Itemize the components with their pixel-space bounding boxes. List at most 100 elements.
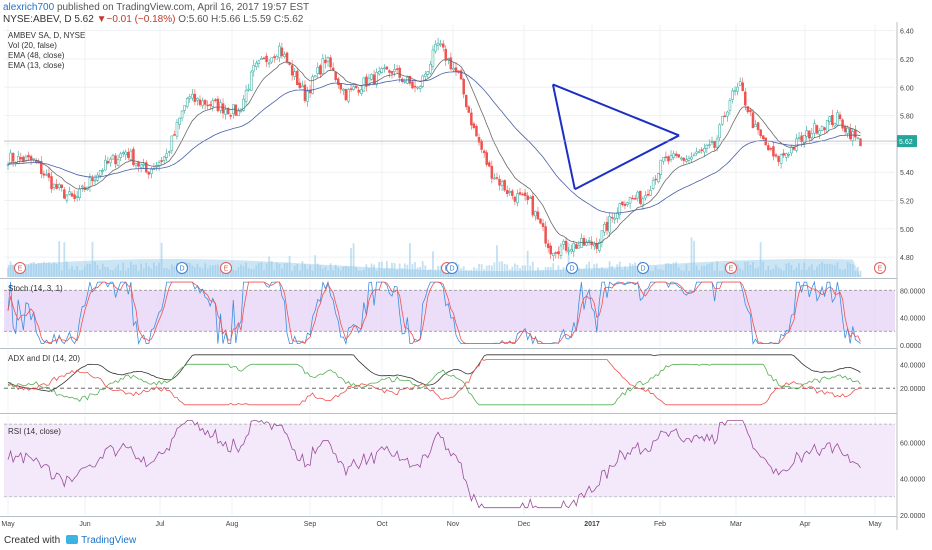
candle-body [188, 96, 192, 99]
candle-body [557, 251, 560, 255]
ema48-line [7, 71, 861, 214]
candle-body [444, 48, 448, 61]
volume-bar [662, 269, 665, 277]
volume-bar [357, 270, 360, 277]
volume-bar [170, 264, 173, 277]
grid-lines [4, 25, 895, 515]
candle-body [498, 178, 501, 186]
chart-header: alexrich700 published on TradingView.com… [3, 2, 309, 26]
volume-bar [188, 262, 191, 277]
volume-bar [836, 262, 839, 277]
di-plus-line [7, 363, 861, 406]
volume-bar [127, 267, 130, 277]
volume-bar [723, 264, 726, 277]
candle-body [80, 185, 84, 188]
candle-body [462, 79, 465, 95]
volume-bar [488, 265, 491, 277]
candle-body [52, 183, 56, 188]
candle-body [78, 188, 81, 199]
candle-body [429, 63, 432, 74]
volume-bar [419, 266, 422, 277]
x-tick-label: Dec [518, 521, 531, 528]
candle-body [255, 62, 258, 67]
volume-bar [288, 255, 291, 277]
candle-body [144, 162, 148, 173]
volume-bar [193, 267, 196, 277]
volume-bar [703, 265, 706, 277]
volume-bar [352, 243, 355, 277]
volume-bar [109, 269, 112, 277]
volume-bar [316, 263, 319, 277]
candle-body [319, 65, 322, 75]
volume-bar [851, 264, 854, 277]
author-link[interactable]: alexrich700 [3, 2, 55, 13]
volume-bar [301, 261, 304, 277]
candle-body [132, 148, 135, 165]
triangle-pattern[interactable] [551, 83, 680, 191]
candle-body [60, 184, 64, 189]
candle-body [441, 43, 445, 48]
volume-bar [275, 262, 278, 277]
volume-bar [406, 264, 409, 277]
candle-body [68, 191, 71, 195]
volume-bar [693, 240, 695, 277]
candle-body [270, 57, 273, 63]
candle-body [736, 86, 739, 92]
volume-bar [337, 267, 340, 277]
tradingview-link[interactable]: TradingView [81, 535, 137, 546]
volume-bar [411, 263, 414, 277]
candle-body [339, 83, 343, 90]
x-tick-label: May [868, 521, 882, 528]
candle-body [29, 156, 33, 161]
candle-body [605, 221, 609, 231]
candle-body [411, 81, 414, 89]
volume-bar [782, 270, 785, 277]
candle-body [16, 156, 20, 164]
stoch-tick-label: 0.0000 [900, 343, 922, 350]
candle-body [613, 217, 616, 220]
open-value: O:5.60 [178, 14, 209, 25]
candle-body [818, 130, 821, 135]
volume-bar [516, 264, 519, 277]
price-tick-label: 6.00 [900, 85, 914, 92]
candle-body [808, 130, 811, 139]
volume-bar [667, 262, 670, 277]
candle-body [723, 115, 727, 118]
candle-body [454, 67, 458, 72]
candle-body [93, 179, 97, 182]
volume-bar [409, 243, 411, 277]
event-marker-e [14, 262, 26, 274]
candle-body [449, 57, 453, 70]
volume-bar [465, 269, 468, 277]
volume-bar [432, 251, 434, 277]
volume-bar [846, 262, 849, 277]
candle-body [183, 105, 186, 111]
volume-bar [462, 266, 465, 277]
event-marker-label: D [179, 266, 184, 273]
volume-bar [124, 270, 127, 277]
candle-body [795, 138, 798, 151]
candle-body [659, 159, 663, 175]
candle-body [513, 196, 517, 202]
candle-body [127, 151, 130, 158]
volume-bar [554, 270, 557, 277]
volume-bar [114, 267, 117, 277]
volume-bar [424, 265, 427, 277]
volume-bar [636, 270, 639, 277]
last-price-tag-text: 5.62 [899, 139, 913, 146]
footer: Created with TradingView [4, 535, 136, 546]
volume-bar [580, 269, 583, 277]
volume-bar [810, 264, 813, 277]
volume-bar [798, 263, 800, 277]
volume-bar [50, 263, 53, 277]
volume-bar [142, 268, 145, 277]
volume-bar [595, 263, 598, 277]
candle-body [175, 122, 179, 137]
volume-bar [173, 266, 176, 277]
candle-body [569, 249, 573, 252]
candle-body [11, 153, 15, 162]
volume-bar [501, 261, 503, 277]
x-tick-label: Apr [800, 521, 812, 528]
candle-body [65, 194, 69, 201]
